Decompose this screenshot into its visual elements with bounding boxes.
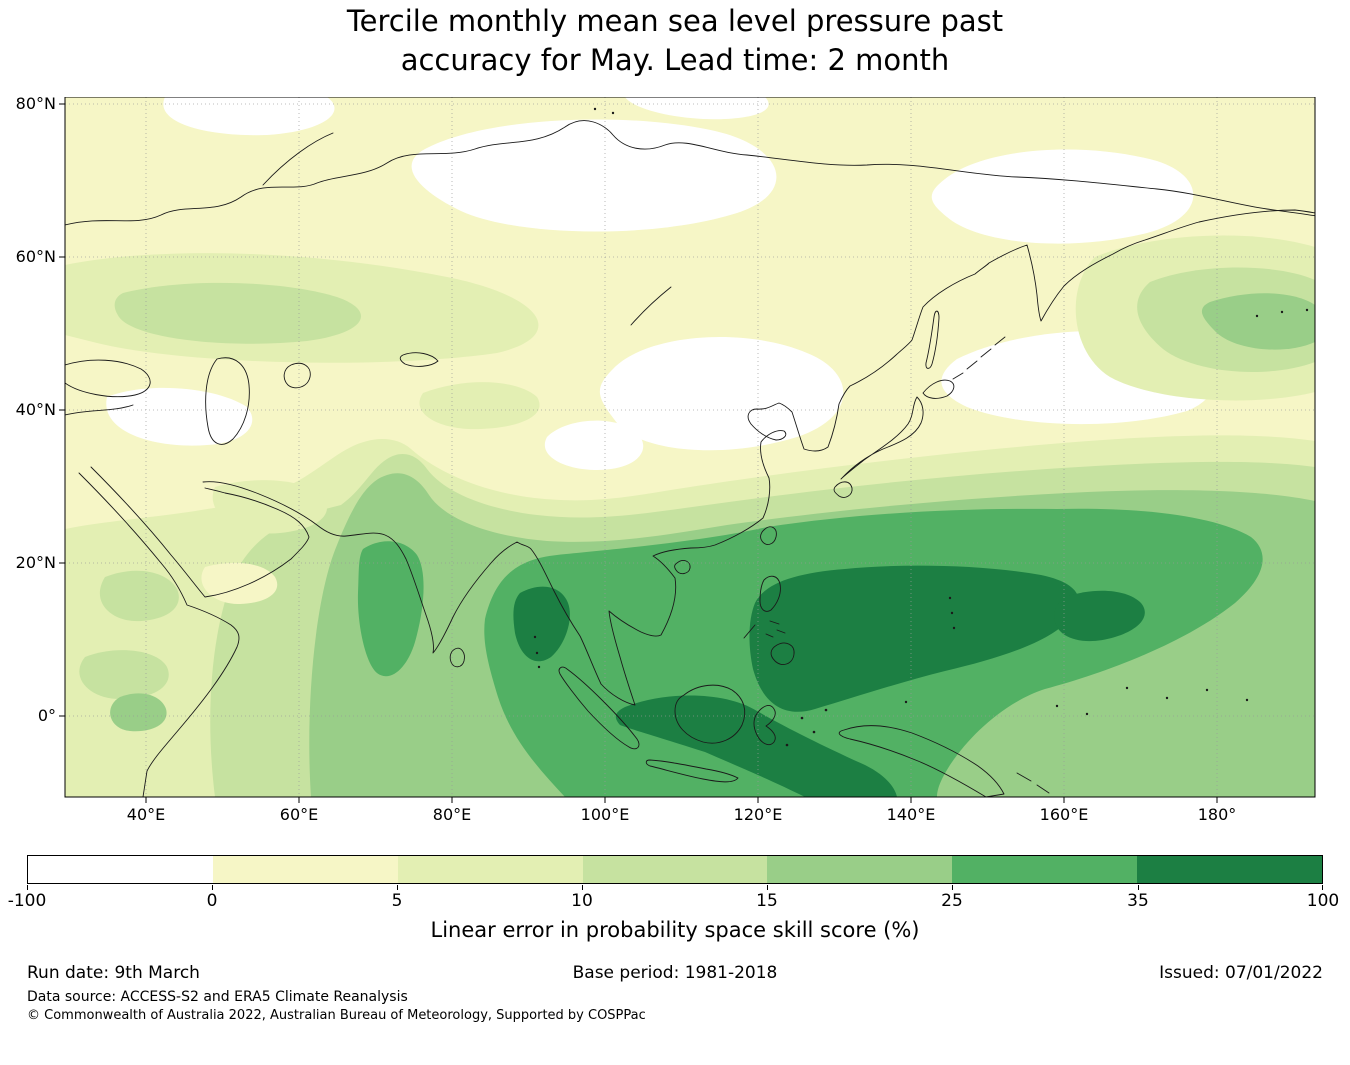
- colorbar-tick-label-5: 5: [391, 891, 403, 911]
- colorbar: [27, 855, 1323, 884]
- colorbar-tick-label-15: 15: [756, 891, 778, 911]
- colorbar-tick: [767, 885, 768, 890]
- colorbar-segment-4: [582, 856, 768, 883]
- chart-title-line1: Tercile monthly mean sea level pressure …: [346, 4, 1004, 38]
- lon-tick-label-140e: 140°E: [886, 805, 936, 824]
- colorbar-tick: [397, 885, 398, 890]
- lon-tick-label-100e: 100°E: [580, 805, 630, 824]
- chart-title: Tercile monthly mean sea level pressure …: [0, 2, 1350, 80]
- run-date: Run date: 9th March: [27, 963, 200, 983]
- lon-tick-label-80e: 80°E: [432, 805, 472, 824]
- chart-title-line2: accuracy for May. Lead time: 2 month: [400, 43, 950, 77]
- lat-tick-label-20n: 20°N: [15, 553, 56, 572]
- base-period: Base period: 1981-2018: [572, 963, 778, 983]
- lat-tick-label-40n: 40°N: [15, 400, 56, 419]
- skill-field: [65, 97, 1315, 797]
- gridlines: [65, 97, 1315, 797]
- colorbar-label: Linear error in probability space skill …: [430, 918, 920, 942]
- copyright-notice: © Commonwealth of Australia 2022, Austra…: [27, 1008, 646, 1023]
- lat-tick-label-0: 0°: [37, 706, 56, 725]
- colorbar-tick-label-35: 35: [1127, 891, 1149, 911]
- colorbar-tick-label-0: 0: [206, 891, 218, 911]
- colorbar-tick: [27, 885, 28, 890]
- colorbar-segment-6: [952, 856, 1138, 883]
- lon-tick-label-120e: 120°E: [733, 805, 783, 824]
- map-axis-ticks: [59, 103, 1218, 803]
- colorbar-tick-label-25: 25: [941, 891, 963, 911]
- issued-date: Issued: 07/01/2022: [1159, 963, 1323, 983]
- map-canvas: [59, 97, 1316, 803]
- lat-tick-label-60n: 60°N: [15, 247, 56, 266]
- colorbar-segment-2: [212, 856, 398, 883]
- colorbar-segment-5: [767, 856, 953, 883]
- colorbar-tick: [212, 885, 213, 890]
- map-border: [64, 97, 1316, 798]
- lat-tick-label-80n: 80°N: [15, 94, 56, 113]
- colorbar-segment-3: [397, 856, 583, 883]
- colorbar-tick: [952, 885, 953, 890]
- colorbar-segment-7: [1137, 856, 1323, 883]
- colorbar-segment-1: [28, 856, 213, 883]
- lon-tick-label-60e: 60°E: [279, 805, 319, 824]
- colorbar-tick: [1322, 885, 1323, 890]
- lon-tick-label-180: 180°: [1197, 805, 1237, 824]
- coastlines: [65, 107, 1315, 797]
- colorbar-tick: [1138, 885, 1139, 890]
- lon-tick-label-160e: 160°E: [1039, 805, 1089, 824]
- data-source: Data source: ACCESS-S2 and ERA5 Climate …: [27, 989, 408, 1005]
- colorbar-tick-label-neg100: -100: [7, 891, 47, 911]
- colorbar-tick: [582, 885, 583, 890]
- lon-tick-label-40e: 40°E: [126, 805, 166, 824]
- colorbar-tick-label-10: 10: [571, 891, 593, 911]
- colorbar-tick-label-100: 100: [1306, 891, 1340, 911]
